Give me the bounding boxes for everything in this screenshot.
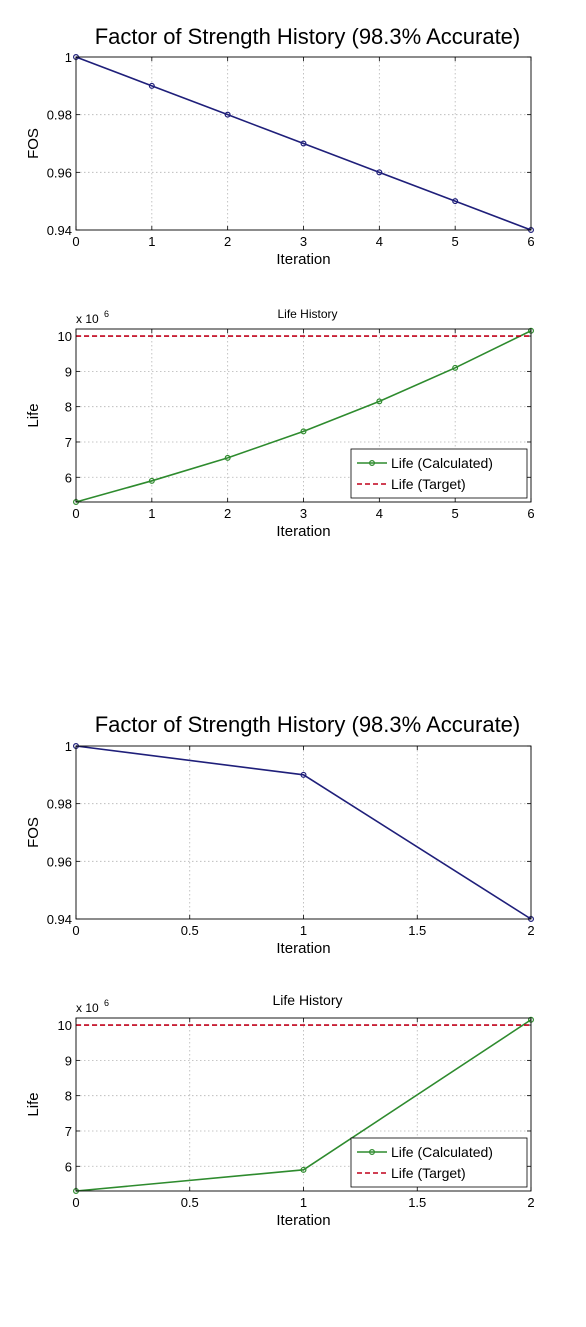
data-point <box>376 169 383 176</box>
axes-box <box>75 56 532 231</box>
y-tick-label: 7 <box>65 1124 72 1139</box>
data-point <box>300 1166 307 1173</box>
x-tick-label: 0 <box>72 234 79 249</box>
x-tick-label: 4 <box>376 234 383 249</box>
data-point <box>148 477 155 484</box>
y-tick-label: 1 <box>65 50 72 65</box>
x-tick-label: 1.5 <box>408 923 426 938</box>
x-tick-label: 6 <box>527 506 534 521</box>
y-axis-label: FOS <box>25 128 42 159</box>
y-tick-label: 9 <box>65 1053 72 1068</box>
x-tick-label: 3 <box>300 234 307 249</box>
data-point <box>300 140 307 147</box>
chart-title: Life History <box>272 992 342 1008</box>
legend-entry: Life (Calculated) <box>391 455 493 471</box>
x-tick-label: 6 <box>527 234 534 249</box>
y-tick-label: 8 <box>65 400 72 415</box>
x-axis-label: Iteration <box>276 251 330 268</box>
chart-1: 0 1 2 3 4 5 6 0.94 0.96 0.98 1 Factor of Strength H… <box>25 24 535 268</box>
exponent-label: x 10 <box>76 1001 99 1015</box>
axes-box <box>75 328 532 503</box>
chart-3: 0 0.5 1 1.5 2 0.94 0.96 0.98 1 Factor of Strength… <box>25 712 535 957</box>
legend-box <box>350 1137 528 1188</box>
y-tick-label: 6 <box>65 1159 72 1174</box>
x-tick-label: 1 <box>148 506 155 521</box>
y-tick-label: 0.98 <box>47 797 72 812</box>
y-axis-label: Life <box>25 1092 42 1116</box>
x-tick-label: 1 <box>148 234 155 249</box>
y-tick-label: 1 <box>65 739 72 754</box>
x-tick-label: 5 <box>452 506 459 521</box>
series-line <box>75 1019 532 1192</box>
series-line <box>75 330 532 503</box>
x-tick-label: 5 <box>452 234 459 249</box>
x-tick-label: 2 <box>224 506 231 521</box>
legend: Life (Calculated) Life (Target) <box>350 1137 528 1188</box>
x-tick-label: 2 <box>224 234 231 249</box>
x-axis-label: Iteration <box>276 1212 330 1229</box>
y-tick-label: 0.94 <box>47 223 72 238</box>
series-line <box>75 56 532 231</box>
series-life-calculated <box>72 327 534 506</box>
x-axis-label: Iteration <box>276 940 330 957</box>
chart-title: Life History <box>277 307 337 321</box>
chart-4: 0 0.5 1 1.5 2 6 7 8 9 10 Life History Iteration Life… <box>25 992 535 1229</box>
y-tick-label: 0.94 <box>47 912 72 927</box>
data-point <box>452 198 459 205</box>
x-tick-label: 0.5 <box>181 1195 199 1210</box>
data-point <box>300 428 307 435</box>
x-tick-label: 0.5 <box>181 923 199 938</box>
data-point <box>224 454 231 461</box>
y-tick-label: 10 <box>58 329 72 344</box>
y-axis-label: FOS <box>25 817 42 848</box>
y-tick-label: 0.96 <box>47 854 72 869</box>
data-point <box>148 82 155 89</box>
y-tick-label: 0.98 <box>47 108 72 123</box>
data-point <box>224 111 231 118</box>
legend-box <box>350 448 528 499</box>
chart-title: Factor of Strength History (98.3% Accura… <box>95 712 521 737</box>
x-tick-label: 1.5 <box>408 1195 426 1210</box>
x-tick-label: 4 <box>376 506 383 521</box>
legend-entry: Life (Target) <box>391 1165 466 1181</box>
axes-box <box>75 745 532 920</box>
data-point <box>300 771 307 778</box>
y-tick-label: 9 <box>65 364 72 379</box>
chart-2: 0 1 2 3 4 5 6 6 7 8 9 10 Life History Iteration Life x … <box>25 307 535 540</box>
legend-entry: Life (Target) <box>391 476 466 492</box>
x-tick-label: 0 <box>72 1195 79 1210</box>
legend-marker <box>369 1148 376 1155</box>
legend-entry: Life (Calculated) <box>391 1144 493 1160</box>
chart-title: Factor of Strength History (98.3% Accura… <box>95 24 521 49</box>
data-point <box>452 364 459 371</box>
exponent-value: 6 <box>104 309 109 319</box>
exponent-value: 6 <box>104 998 109 1008</box>
y-tick-label: 10 <box>58 1018 72 1033</box>
y-axis-label: Life <box>25 403 42 427</box>
x-tick-label: 1 <box>300 923 307 938</box>
series-line <box>75 745 532 920</box>
x-tick-label: 3 <box>300 506 307 521</box>
x-tick-label: 0 <box>72 923 79 938</box>
x-axis-label: Iteration <box>276 523 330 540</box>
legend: Life (Calculated) Life (Target) <box>350 448 528 499</box>
x-tick-label: 2 <box>527 923 534 938</box>
y-tick-label: 7 <box>65 435 72 450</box>
x-tick-label: 1 <box>300 1195 307 1210</box>
x-tick-label: 2 <box>527 1195 534 1210</box>
y-tick-label: 0.96 <box>47 165 72 180</box>
x-tick-label: 0 <box>72 506 79 521</box>
y-tick-label: 6 <box>65 470 72 485</box>
y-tick-label: 8 <box>65 1089 72 1104</box>
legend-marker <box>369 460 376 467</box>
exponent-label: x 10 <box>76 312 99 326</box>
data-point <box>376 398 383 405</box>
axes-box <box>75 1017 532 1192</box>
